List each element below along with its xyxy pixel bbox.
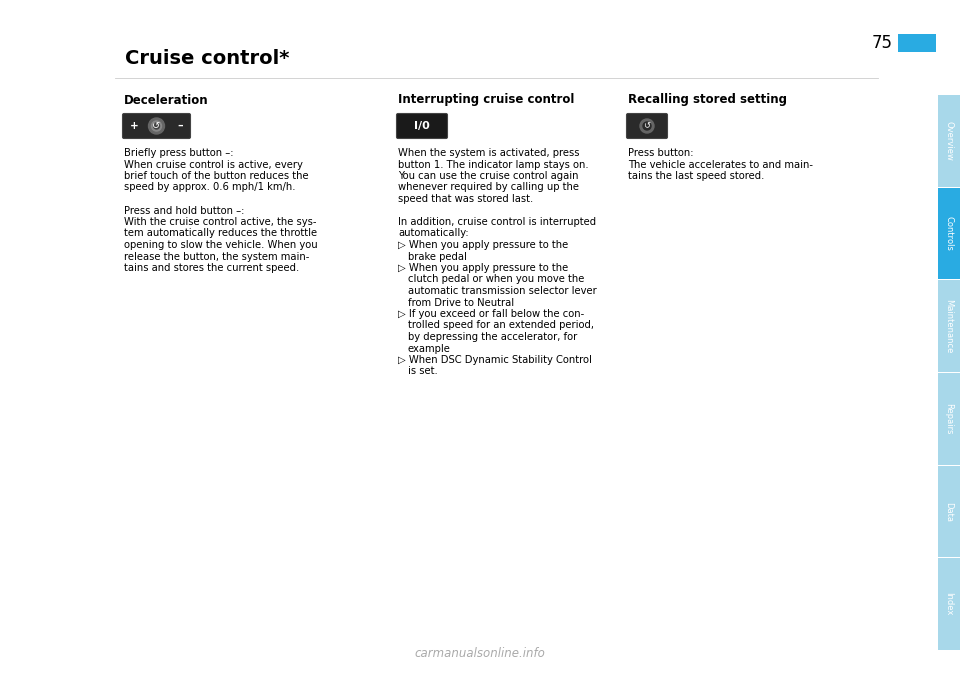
Text: 75: 75 bbox=[872, 34, 893, 52]
Text: In addition, cruise control is interrupted: In addition, cruise control is interrupt… bbox=[398, 217, 596, 227]
Text: tains the last speed stored.: tains the last speed stored. bbox=[628, 171, 764, 181]
Text: example: example bbox=[408, 344, 451, 353]
Bar bbox=[938, 280, 960, 372]
Text: Interrupting cruise control: Interrupting cruise control bbox=[398, 94, 574, 106]
Circle shape bbox=[640, 119, 654, 133]
Text: from Drive to Neutral: from Drive to Neutral bbox=[408, 298, 515, 308]
Text: tem automatically reduces the throttle: tem automatically reduces the throttle bbox=[124, 228, 317, 239]
Text: button 1. The indicator lamp stays on.: button 1. The indicator lamp stays on. bbox=[398, 159, 588, 170]
Text: Data: Data bbox=[945, 502, 953, 521]
Text: automatically:: automatically: bbox=[398, 228, 468, 239]
Text: is set.: is set. bbox=[408, 367, 438, 376]
Text: ▷ When DSC Dynamic Stability Control: ▷ When DSC Dynamic Stability Control bbox=[398, 355, 592, 365]
FancyBboxPatch shape bbox=[627, 113, 667, 138]
FancyBboxPatch shape bbox=[396, 113, 447, 138]
Text: You can use the cruise control again: You can use the cruise control again bbox=[398, 171, 579, 181]
Text: brief touch of the button reduces the: brief touch of the button reduces the bbox=[124, 171, 308, 181]
Text: Maintenance: Maintenance bbox=[945, 299, 953, 353]
Text: Controls: Controls bbox=[945, 216, 953, 251]
Bar bbox=[938, 559, 960, 650]
Text: With the cruise control active, the sys-: With the cruise control active, the sys- bbox=[124, 217, 317, 227]
Text: Press and hold button –:: Press and hold button –: bbox=[124, 205, 245, 216]
Text: whenever required by calling up the: whenever required by calling up the bbox=[398, 182, 579, 193]
Text: Recalling stored setting: Recalling stored setting bbox=[628, 94, 787, 106]
Bar bbox=[938, 466, 960, 557]
Bar bbox=[938, 188, 960, 279]
Text: trolled speed for an extended period,: trolled speed for an extended period, bbox=[408, 321, 594, 330]
Text: Cruise control*: Cruise control* bbox=[125, 49, 289, 68]
Text: When the system is activated, press: When the system is activated, press bbox=[398, 148, 580, 158]
Text: I/0: I/0 bbox=[414, 121, 430, 131]
Bar bbox=[938, 95, 960, 186]
Text: Press button:: Press button: bbox=[628, 148, 693, 158]
Text: Briefly press button –:: Briefly press button –: bbox=[124, 148, 233, 158]
Text: opening to slow the vehicle. When you: opening to slow the vehicle. When you bbox=[124, 240, 318, 250]
FancyBboxPatch shape bbox=[123, 113, 190, 138]
Bar bbox=[898, 34, 936, 52]
Text: Overview: Overview bbox=[945, 121, 953, 161]
Text: automatic transmission selector lever: automatic transmission selector lever bbox=[408, 286, 597, 296]
Circle shape bbox=[149, 118, 164, 134]
Text: When cruise control is active, every: When cruise control is active, every bbox=[124, 159, 302, 170]
Text: The vehicle accelerates to and main-: The vehicle accelerates to and main- bbox=[628, 159, 813, 170]
Text: speed by approx. 0.6 mph/1 km/h.: speed by approx. 0.6 mph/1 km/h. bbox=[124, 182, 296, 193]
Text: Deceleration: Deceleration bbox=[124, 94, 208, 106]
Text: tains and stores the current speed.: tains and stores the current speed. bbox=[124, 263, 300, 273]
Text: brake pedal: brake pedal bbox=[408, 252, 467, 262]
Text: –: – bbox=[178, 121, 183, 131]
Circle shape bbox=[643, 122, 651, 130]
Circle shape bbox=[154, 123, 159, 129]
Text: release the button, the system main-: release the button, the system main- bbox=[124, 252, 309, 262]
Text: ▷ When you apply pressure to the: ▷ When you apply pressure to the bbox=[398, 263, 568, 273]
Bar bbox=[938, 373, 960, 464]
Text: Repairs: Repairs bbox=[945, 403, 953, 435]
Text: Index: Index bbox=[945, 593, 953, 616]
Text: ↺: ↺ bbox=[643, 121, 651, 130]
Text: ▷ When you apply pressure to the: ▷ When you apply pressure to the bbox=[398, 240, 568, 250]
Text: speed that was stored last.: speed that was stored last. bbox=[398, 194, 533, 204]
Text: +: + bbox=[130, 121, 139, 131]
Text: ↺: ↺ bbox=[153, 121, 160, 131]
Circle shape bbox=[152, 121, 161, 131]
Text: by depressing the accelerator, for: by depressing the accelerator, for bbox=[408, 332, 577, 342]
Text: ▷ If you exceed or fall below the con-: ▷ If you exceed or fall below the con- bbox=[398, 309, 585, 319]
Text: carmanualsonline.info: carmanualsonline.info bbox=[415, 647, 545, 660]
Text: clutch pedal or when you move the: clutch pedal or when you move the bbox=[408, 275, 585, 285]
